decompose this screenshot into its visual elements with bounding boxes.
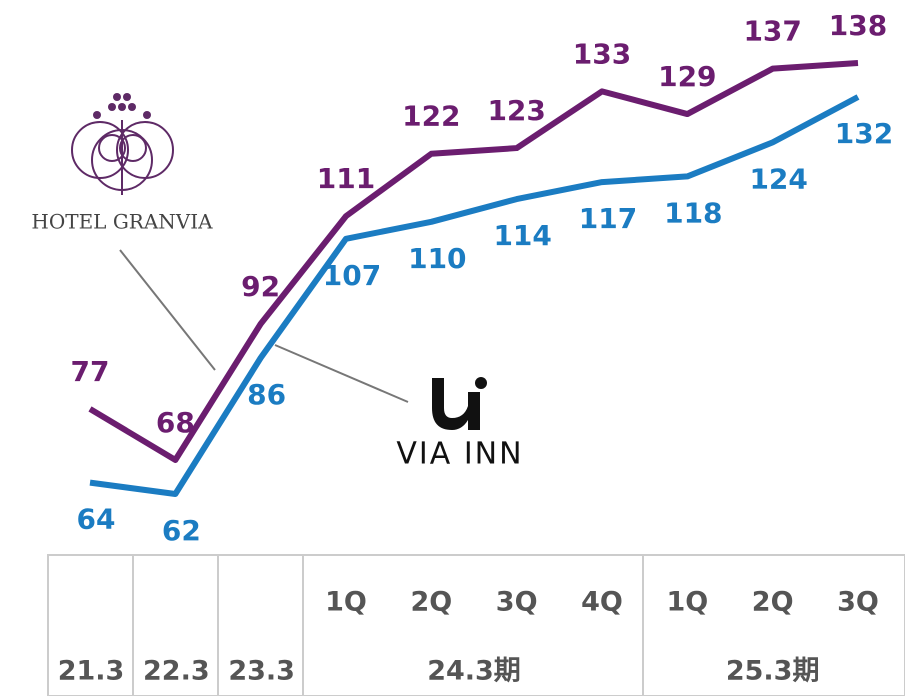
data-label: 123 — [487, 94, 545, 127]
leader-line — [119, 249, 216, 371]
x-tick-label: 2Q — [410, 587, 452, 618]
series-line — [89, 94, 860, 497]
x-tick-label: 1Q — [325, 587, 367, 618]
x-tick-label: 21.3 — [58, 656, 125, 687]
legend-label: HOTEL GRANVIA — [31, 210, 213, 234]
data-label: 107 — [323, 259, 381, 292]
data-label: 114 — [493, 219, 551, 252]
via-logo — [432, 377, 487, 430]
data-label: 86 — [247, 378, 286, 411]
data-label: 92 — [241, 270, 280, 303]
data-label: 117 — [579, 202, 637, 235]
x-tick-label: 3Q — [837, 587, 879, 618]
data-label: 68 — [156, 406, 195, 439]
group-label: 25.3期 — [726, 656, 820, 687]
data-label: 77 — [71, 355, 110, 388]
x-tick-label: 3Q — [496, 587, 538, 618]
leader-line — [274, 344, 409, 403]
data-label: 138 — [829, 9, 887, 42]
data-label: 137 — [743, 15, 801, 48]
table-frame — [47, 554, 905, 696]
data-label: 118 — [664, 196, 722, 229]
x-tick-label: 4Q — [581, 587, 623, 618]
series-line — [88, 60, 859, 463]
data-label: 62 — [162, 514, 201, 547]
data-label: 64 — [77, 503, 116, 536]
legend-label: VIA INN — [396, 437, 523, 472]
data-label: 122 — [402, 100, 460, 133]
x-tick-label: 22.3 — [143, 656, 210, 687]
granvia-logo-dots — [93, 93, 151, 119]
data-label: 111 — [317, 162, 375, 195]
data-label: 132 — [835, 117, 893, 150]
x-tick-label: 23.3 — [228, 656, 295, 687]
group-label: 24.3期 — [427, 656, 521, 687]
data-label: 133 — [573, 37, 631, 70]
x-tick-label: 2Q — [752, 587, 794, 618]
granvia-logo — [71, 120, 174, 195]
x-tick-label: 1Q — [666, 587, 708, 618]
data-label: 110 — [408, 242, 466, 275]
data-label: 129 — [658, 60, 716, 93]
data-label: 124 — [749, 162, 807, 195]
